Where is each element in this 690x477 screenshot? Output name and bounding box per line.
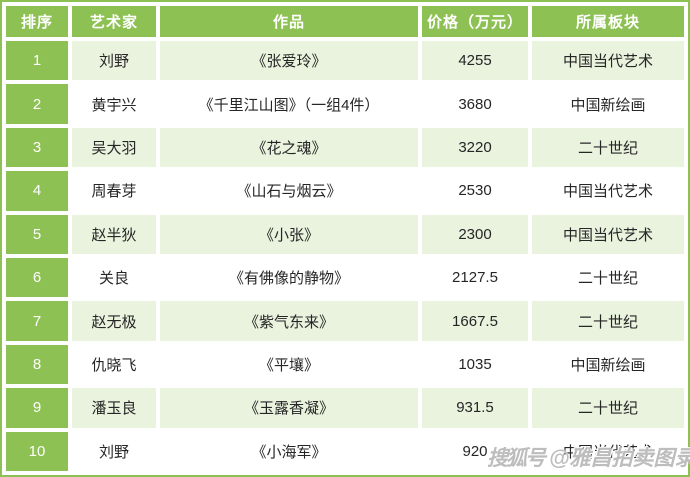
sector-cell: 中国当代艺术 xyxy=(532,431,684,471)
work-cell: 《紫气东来》 xyxy=(160,301,418,341)
sector-cell: 中国新绘画 xyxy=(532,84,684,124)
table-row: 3 吴大羽 《花之魂》 3220 二十世纪 xyxy=(6,127,684,168)
table-row: 7 赵无极 《紫气东来》 1667.5 二十世纪 xyxy=(6,301,684,341)
col-header-rank: 排序 xyxy=(6,6,68,37)
work-cell: 《小张》 xyxy=(160,214,418,254)
sector-cell: 中国新绘画 xyxy=(532,344,684,385)
artist-cell: 黄宇兴 xyxy=(72,84,156,124)
price-cell: 2300 xyxy=(422,214,528,254)
price-cell: 920 xyxy=(422,431,528,471)
rank-cell: 1 xyxy=(6,41,68,81)
artist-cell: 仇晓飞 xyxy=(72,344,156,385)
work-cell: 《小海军》 xyxy=(160,431,418,471)
table-row: 10 刘野 《小海军》 920 中国当代艺术 xyxy=(6,431,684,471)
rank-cell: 3 xyxy=(6,127,68,168)
table-row: 9 潘玉良 《玉露香凝》 931.5 二十世纪 xyxy=(6,388,684,428)
artist-cell: 吴大羽 xyxy=(72,127,156,168)
table-row: 5 赵半狄 《小张》 2300 中国当代艺术 xyxy=(6,214,684,254)
work-cell: 《平壤》 xyxy=(160,344,418,385)
sector-cell: 二十世纪 xyxy=(532,388,684,428)
price-cell: 3680 xyxy=(422,84,528,124)
sector-cell: 二十世纪 xyxy=(532,127,684,168)
price-cell: 2127.5 xyxy=(422,257,528,298)
rank-cell: 4 xyxy=(6,171,68,211)
work-cell: 《山石与烟云》 xyxy=(160,171,418,211)
price-cell: 1035 xyxy=(422,344,528,385)
rank-cell: 7 xyxy=(6,301,68,341)
artist-cell: 刘野 xyxy=(72,431,156,471)
table-row: 8 仇晓飞 《平壤》 1035 中国新绘画 xyxy=(6,344,684,385)
work-cell: 《有佛像的静物》 xyxy=(160,257,418,298)
col-header-price: 价格（万元） xyxy=(422,6,528,37)
price-cell: 931.5 xyxy=(422,388,528,428)
sector-cell: 二十世纪 xyxy=(532,257,684,298)
table-header-row: 排序 艺术家 作品 价格（万元） 所属板块 xyxy=(6,6,684,37)
work-cell: 《花之魂》 xyxy=(160,127,418,168)
work-cell: 《千里江山图》（一组4件） xyxy=(160,84,418,124)
sector-cell: 中国当代艺术 xyxy=(532,41,684,81)
artist-cell: 潘玉良 xyxy=(72,388,156,428)
table-row: 2 黄宇兴 《千里江山图》（一组4件） 3680 中国新绘画 xyxy=(6,84,684,124)
table-row: 4 周春芽 《山石与烟云》 2530 中国当代艺术 xyxy=(6,171,684,211)
artist-cell: 周春芽 xyxy=(72,171,156,211)
col-header-artist: 艺术家 xyxy=(72,6,156,37)
artist-cell: 赵无极 xyxy=(72,301,156,341)
sector-cell: 中国当代艺术 xyxy=(532,171,684,211)
work-cell: 《玉露香凝》 xyxy=(160,388,418,428)
rank-cell: 10 xyxy=(6,431,68,471)
work-cell: 《张爱玲》 xyxy=(160,41,418,81)
price-cell: 2530 xyxy=(422,171,528,211)
price-cell: 1667.5 xyxy=(422,301,528,341)
sector-cell: 中国当代艺术 xyxy=(532,214,684,254)
table-row: 6 关良 《有佛像的静物》 2127.5 二十世纪 xyxy=(6,257,684,298)
rank-cell: 2 xyxy=(6,84,68,124)
rank-cell: 8 xyxy=(6,344,68,385)
table-row: 1 刘野 《张爱玲》 4255 中国当代艺术 xyxy=(6,41,684,81)
col-header-work: 作品 xyxy=(160,6,418,37)
artist-cell: 刘野 xyxy=(72,41,156,81)
col-header-sector: 所属板块 xyxy=(532,6,684,37)
sector-cell: 二十世纪 xyxy=(532,301,684,341)
artist-cell: 赵半狄 xyxy=(72,214,156,254)
price-cell: 3220 xyxy=(422,127,528,168)
rank-cell: 9 xyxy=(6,388,68,428)
rank-cell: 6 xyxy=(6,257,68,298)
rank-cell: 5 xyxy=(6,214,68,254)
artist-cell: 关良 xyxy=(72,257,156,298)
price-cell: 4255 xyxy=(422,41,528,81)
